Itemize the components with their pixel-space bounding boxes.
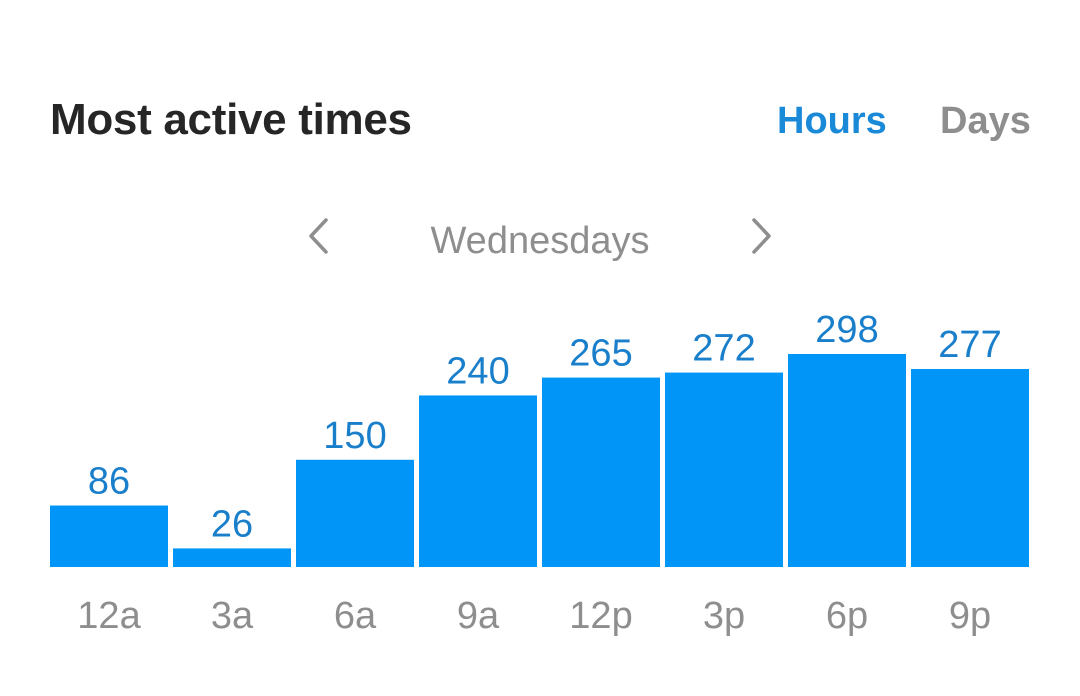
bar-9p	[911, 369, 1029, 567]
x-tick-label-6a: 6a	[334, 595, 377, 637]
value-label-6a: 150	[323, 415, 386, 457]
x-tick-label-3a: 3a	[211, 595, 254, 637]
x-tick-label-12a: 12a	[77, 595, 141, 637]
value-label-9a: 240	[446, 350, 509, 392]
active-times-bar-chart: 86 12a 26 3a 150 6a 240 9a 265 12p 272 3p 298 6p 277 9p	[50, 309, 1029, 637]
value-label-12p: 265	[569, 333, 632, 375]
hours-tab[interactable]: Hours	[777, 100, 887, 142]
bar-3a	[173, 548, 291, 567]
value-label-12a: 86	[88, 461, 130, 503]
bar-6a	[296, 459, 414, 567]
value-label-6p: 298	[815, 309, 878, 351]
chevron-left-icon	[309, 218, 328, 254]
chevron-right-icon	[752, 218, 771, 254]
previous-period-button[interactable]	[298, 212, 338, 260]
bar-9a	[419, 395, 537, 567]
value-label-3a: 26	[211, 503, 253, 545]
x-tick-label-6p: 6p	[826, 595, 868, 637]
value-label-3p: 272	[692, 328, 755, 370]
value-label-9p: 277	[938, 324, 1001, 366]
page-title: Most active times	[50, 95, 412, 144]
bar-12p	[542, 377, 660, 567]
bar-6p	[788, 354, 906, 567]
x-tick-label-3p: 3p	[703, 595, 745, 637]
bar-12a	[50, 505, 168, 567]
bar-3p	[665, 372, 783, 567]
period-label: Wednesdays	[430, 220, 650, 262]
x-tick-label-9p: 9p	[949, 595, 991, 637]
x-tick-label-12p: 12p	[569, 595, 632, 637]
x-tick-label-9a: 9a	[457, 595, 500, 637]
days-tab[interactable]: Days	[940, 100, 1031, 142]
next-period-button[interactable]	[742, 212, 782, 260]
